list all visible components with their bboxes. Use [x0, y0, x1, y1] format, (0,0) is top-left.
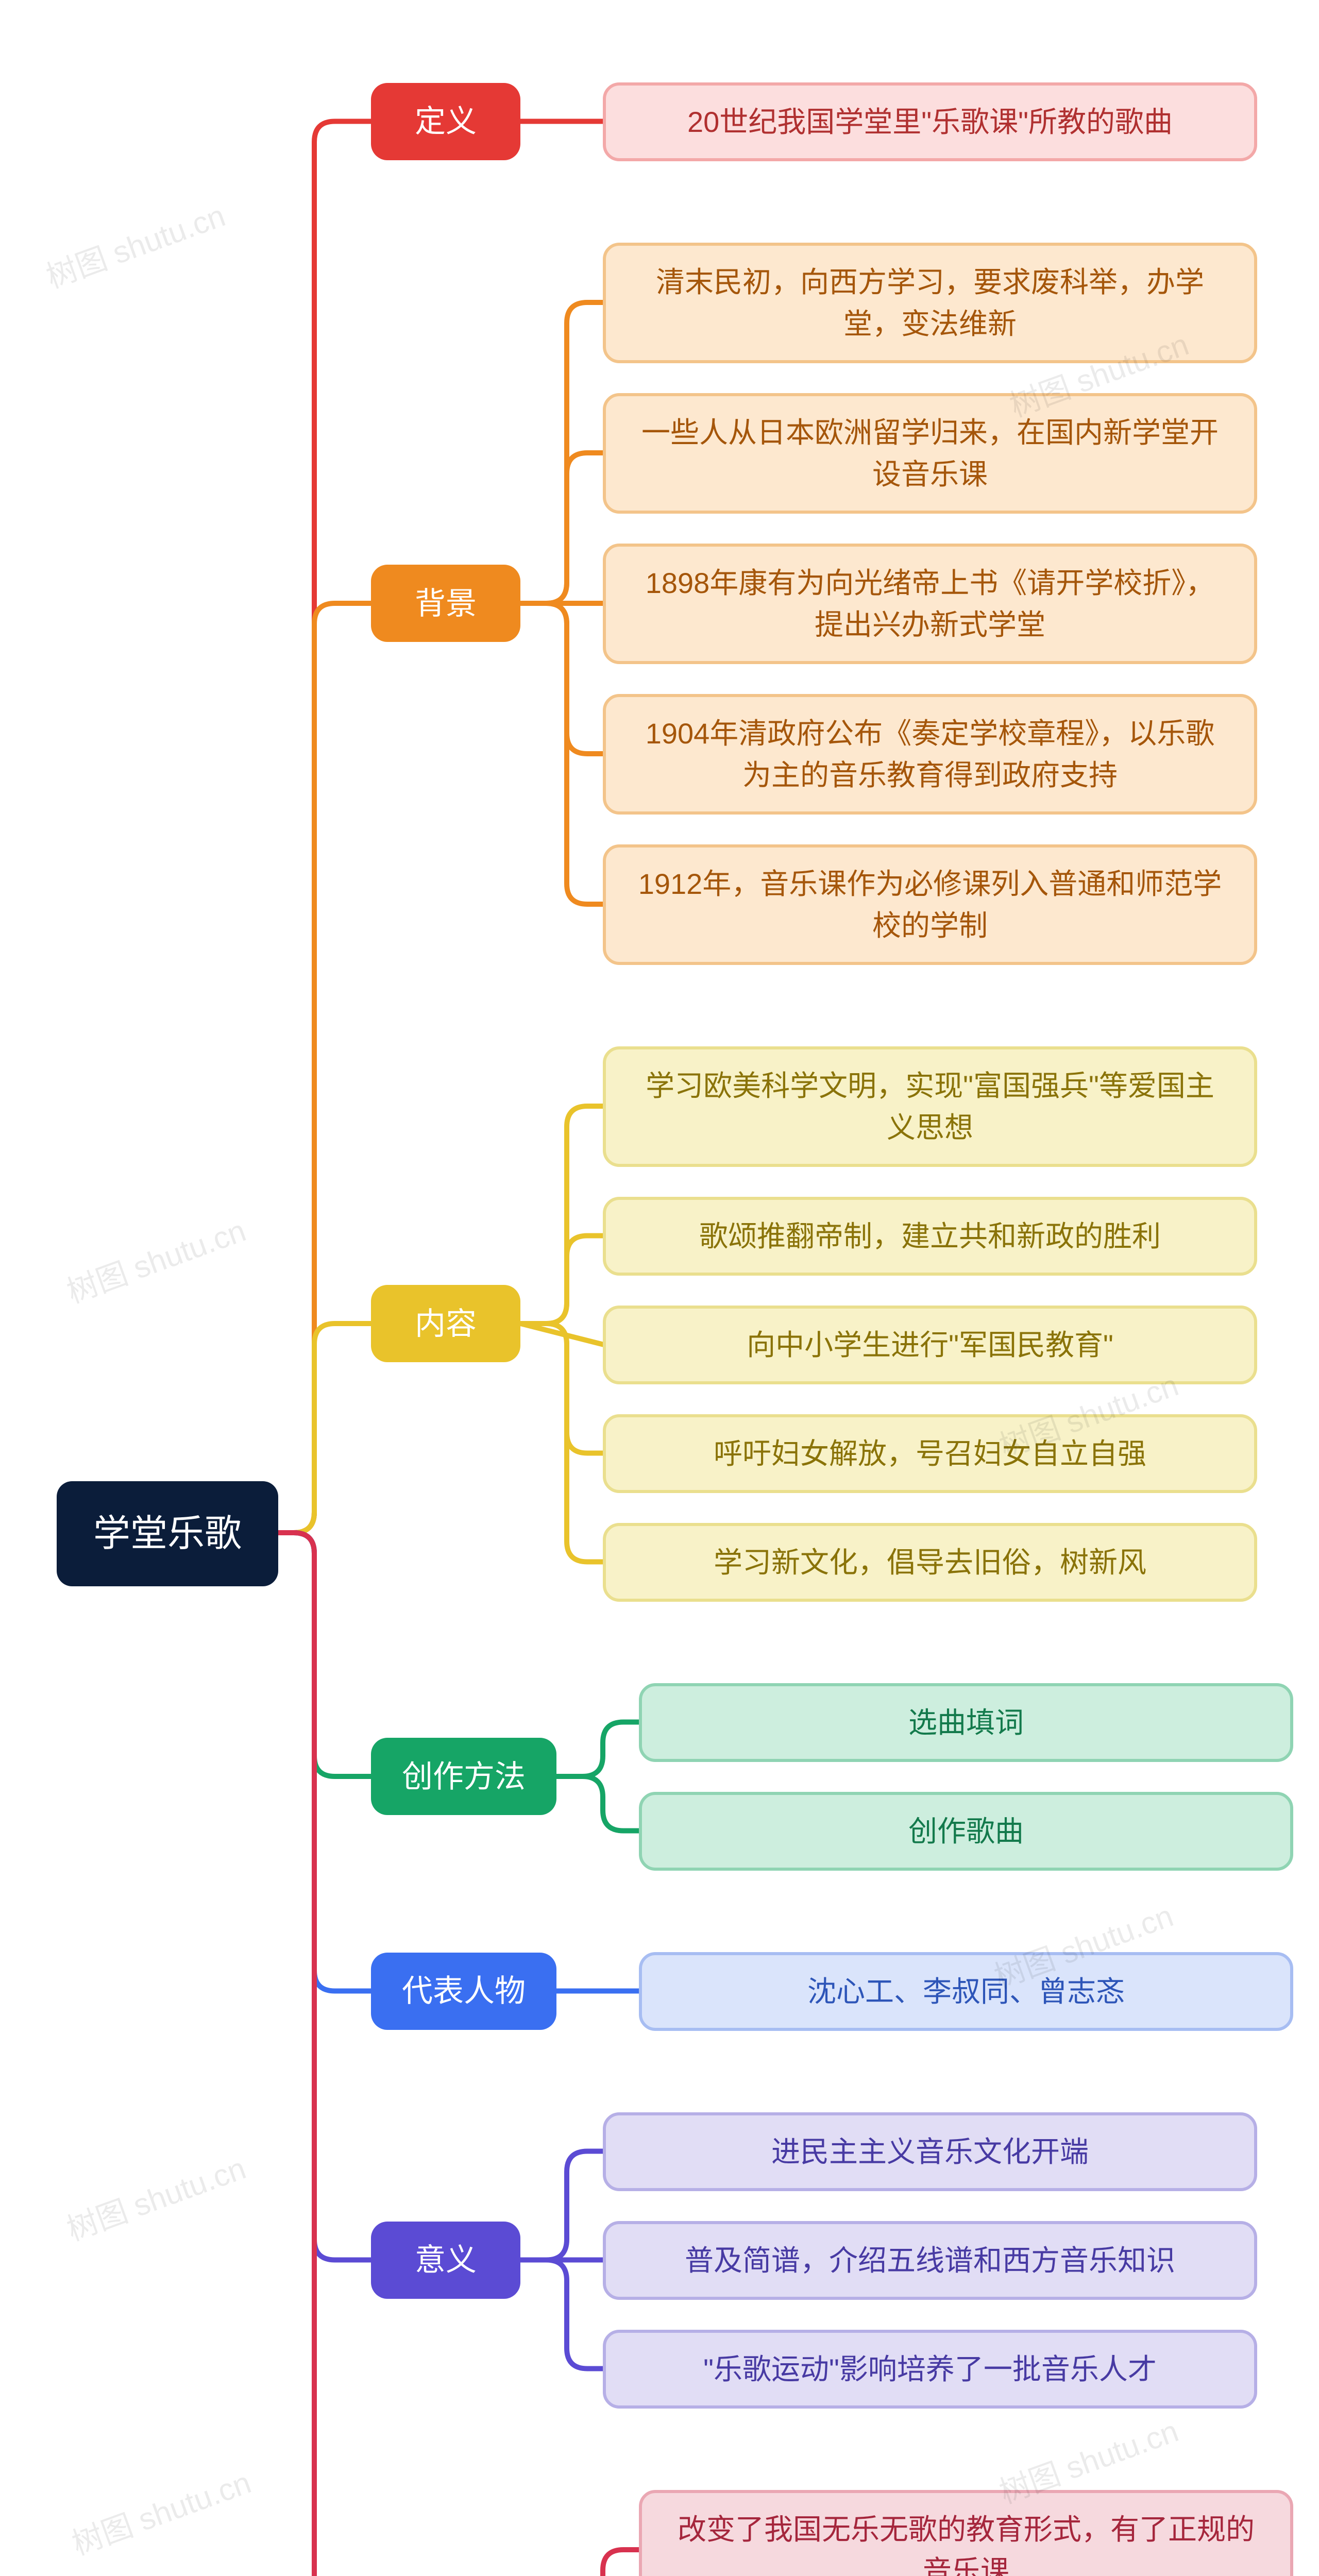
leaf-bg-1: 一些人从日本欧洲留学归来，在国内新学堂开设音乐课: [603, 393, 1257, 514]
leaf-label: 沈心工、李叔同、曾志忞: [807, 1971, 1125, 2012]
leaf-label: 一些人从日本欧洲留学归来，在国内新学堂开设音乐课: [632, 412, 1228, 495]
branch-method: 创作方法: [371, 1738, 556, 1815]
branch-people: 代表人物: [371, 1953, 556, 2030]
leaf-meaning-2: "乐歌运动"影响培养了一批音乐人才: [603, 2330, 1257, 2409]
leaf-label: 1898年康有为向光绪帝上书《请开学校折》，提出兴办新式学堂: [632, 562, 1228, 646]
leaf-label: 选曲填词: [908, 1702, 1024, 1743]
branch-bg: 背景: [371, 565, 520, 642]
leaf-def-0: 20世纪我国学堂里"乐歌课"所教的歌曲: [603, 82, 1257, 161]
branch-label: 创作方法: [402, 1754, 526, 1799]
leaf-label: 清末民初，向西方学习，要求废科举，办学堂，变法维新: [632, 261, 1228, 345]
branch-content: 内容: [371, 1285, 520, 1362]
leaf-bg-2: 1898年康有为向光绪帝上书《请开学校折》，提出兴办新式学堂: [603, 544, 1257, 664]
watermark: 树图 shutu.cn: [60, 2143, 251, 2249]
branch-label: 背景: [415, 581, 477, 626]
leaf-label: 歌颂推翻帝制，建立共和新政的胜利: [699, 1215, 1161, 1257]
leaf-label: 1904年清政府公布《奏定学校章程》，以乐歌为主的音乐教育得到政府支持: [632, 713, 1228, 796]
leaf-meaning-0: 进民主主义音乐文化开端: [603, 2112, 1257, 2191]
leaf-label: 呼吁妇女解放，号召妇女自立自强: [714, 1433, 1146, 1475]
leaf-label: "乐歌运动"影响培养了一批音乐人才: [703, 2348, 1157, 2390]
leaf-label: 进民主主义音乐文化开端: [771, 2131, 1089, 2173]
leaf-edu-0: 改变了我国无乐无歌的教育形式，有了正规的音乐课: [639, 2490, 1293, 2576]
leaf-label: 20世纪我国学堂里"乐歌课"所教的歌曲: [687, 101, 1173, 143]
branch-label: 定义: [415, 99, 477, 144]
root-node: 学堂乐歌: [57, 1481, 278, 1586]
branch-label: 内容: [415, 1301, 477, 1346]
leaf-people-0: 沈心工、李叔同、曾志忞: [639, 1952, 1293, 2031]
root-label: 学堂乐歌: [93, 1507, 242, 1561]
watermark: 树图 shutu.cn: [39, 191, 230, 297]
leaf-content-1: 歌颂推翻帝制，建立共和新政的胜利: [603, 1197, 1257, 1276]
leaf-label: 1912年，音乐课作为必修课列入普通和师范学校的学制: [632, 863, 1228, 946]
leaf-label: 向中小学生进行"军国民教育": [747, 1324, 1113, 1366]
leaf-label: 学习新文化，倡导去旧俗，树新风: [714, 1541, 1146, 1583]
branch-label: 代表人物: [402, 1969, 526, 2013]
leaf-label: 普及简谱，介绍五线谱和西方音乐知识: [685, 2240, 1175, 2281]
leaf-meaning-1: 普及简谱，介绍五线谱和西方音乐知识: [603, 2221, 1257, 2300]
watermark: 树图 shutu.cn: [65, 2458, 256, 2564]
leaf-bg-3: 1904年清政府公布《奏定学校章程》，以乐歌为主的音乐教育得到政府支持: [603, 694, 1257, 815]
leaf-label: 学习欧美科学文明，实现"富国强兵"等爱国主义思想: [632, 1065, 1228, 1148]
leaf-bg-0: 清末民初，向西方学习，要求废科举，办学堂，变法维新: [603, 243, 1257, 363]
leaf-bg-4: 1912年，音乐课作为必修课列入普通和师范学校的学制: [603, 844, 1257, 965]
leaf-content-0: 学习欧美科学文明，实现"富国强兵"等爱国主义思想: [603, 1046, 1257, 1167]
branch-def: 定义: [371, 83, 520, 160]
leaf-method-0: 选曲填词: [639, 1683, 1293, 1762]
leaf-method-1: 创作歌曲: [639, 1792, 1293, 1871]
leaf-label: 改变了我国无乐无歌的教育形式，有了正规的音乐课: [668, 2509, 1264, 2576]
watermark: 树图 shutu.cn: [60, 1206, 251, 1312]
leaf-content-3: 呼吁妇女解放，号召妇女自立自强: [603, 1414, 1257, 1493]
branch-label: 意义: [415, 2238, 477, 2282]
leaf-content-2: 向中小学生进行"军国民教育": [603, 1306, 1257, 1384]
leaf-label: 创作歌曲: [908, 1810, 1024, 1852]
leaf-content-4: 学习新文化，倡导去旧俗，树新风: [603, 1523, 1257, 1602]
branch-meaning: 意义: [371, 2222, 520, 2299]
